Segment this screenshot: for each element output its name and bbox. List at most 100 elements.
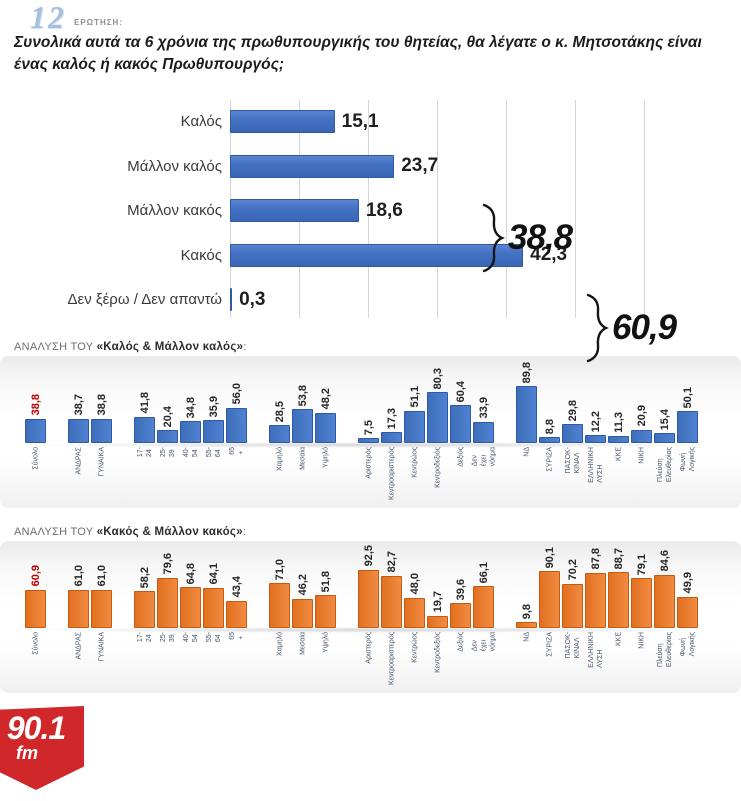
category-label: ΚΚΕ xyxy=(614,632,622,647)
category-label: Κεντροδεξιός xyxy=(433,447,441,488)
chart-row: Δεν ξέρω / Δεν απαντώ 0,3 xyxy=(0,288,741,311)
bar-item: 51,8 Υψηλό xyxy=(315,558,336,653)
value-label: 66,1 xyxy=(477,561,490,584)
value-bar xyxy=(539,437,560,443)
gridline xyxy=(575,100,576,318)
bar-item: 48,2 Υψηλό xyxy=(315,373,336,468)
value-bar xyxy=(230,154,395,178)
bar-item: 79,6 25-39 xyxy=(157,553,178,642)
category-label: ΕΛΛΗΝΙΚΗ ΛΥΣΗ xyxy=(587,632,604,668)
category-label: Κακός xyxy=(180,246,222,264)
bar-item: 33,9 Δεν έχει νόημα xyxy=(471,373,496,466)
value-label: 38,7 xyxy=(72,394,85,416)
category-label: ΝΔ xyxy=(522,447,530,457)
category-label: ΠΑΣΟΚ-ΚΙΝΑΛ xyxy=(564,447,581,474)
category-label: Χαμηλό xyxy=(275,447,283,471)
value-label: 11,3 xyxy=(612,412,625,433)
bar-item: 39,6 Δεξιός xyxy=(450,558,471,652)
value-bar xyxy=(473,421,494,443)
value-bar xyxy=(404,410,425,443)
category-label: ΓΥΝΑΙΚΑ xyxy=(97,447,105,477)
value-label: 19,7 xyxy=(431,591,444,613)
value-bar xyxy=(654,433,675,443)
bar-item: 12,2 ΕΛΛΗΝΙΚΗ ΛΥΣΗ xyxy=(585,373,606,483)
value-bar xyxy=(226,407,247,443)
section-title-bold: «Κακός & Μάλλον κακός» xyxy=(96,526,243,538)
value-label: 15,1 xyxy=(341,110,379,132)
category-label: Σύνολο xyxy=(31,447,39,470)
category-label: Μάλλον καλός xyxy=(127,157,222,175)
category-label: Κεντροαριστερός xyxy=(387,632,395,685)
value-bar xyxy=(677,411,698,443)
value-label: 0,3 xyxy=(239,288,266,310)
analysis-chart-negative: 60,9 Σύνολο 61,0 ΑΝΔΡΑΣ 61,0 ΓΥΝΑΙΚΑ 58,2 17-24… xyxy=(0,541,741,693)
value-label: 15,4 xyxy=(658,408,671,431)
value-label: 53,8 xyxy=(296,384,309,407)
value-bar xyxy=(25,418,46,443)
value-bar xyxy=(91,418,112,443)
value-bar xyxy=(450,404,471,443)
value-bar xyxy=(292,409,313,443)
value-bar xyxy=(230,243,524,267)
brace-annotation-negative: 60,9 xyxy=(585,292,677,364)
bar-item: 56,0 65 + xyxy=(226,373,247,455)
bar-item: 89,8 ΝΔ xyxy=(516,362,537,457)
value-bar xyxy=(608,572,629,628)
bar-item: 43,4 65 + xyxy=(226,558,247,640)
value-label: 17,3 xyxy=(385,407,398,430)
value-bar xyxy=(230,199,359,222)
bar-item: 38,8 Σύνολο xyxy=(25,373,46,470)
bar-group-gender: 61,0 ΑΝΔΡΑΣ 61,0 ΓΥΝΑΙΚΑ xyxy=(68,558,112,662)
bar-item: 58,2 17-24 xyxy=(134,558,155,642)
value-label: 51,8 xyxy=(319,570,332,593)
value-label: 49,9 xyxy=(681,572,694,594)
category-label: 40-54 xyxy=(182,632,199,643)
bar-group-age: 58,2 17-24 79,6 25-39 64,8 40-54 64,1 55-64 43,4… xyxy=(134,553,247,642)
value-bar xyxy=(315,595,336,628)
value-label: 90,1 xyxy=(543,546,556,569)
value-bar xyxy=(516,386,537,443)
section-title-prefix: ΑΝΑΛΥΣΗ ΤΟΥ xyxy=(14,526,97,538)
value-label: 39,6 xyxy=(454,578,467,601)
category-label: Κεντροδεξιός xyxy=(433,632,441,673)
value-label: 58,2 xyxy=(138,566,151,589)
value-bar xyxy=(677,596,698,628)
bar-item: 35,9 55-64 xyxy=(203,373,224,457)
question-number: 12 xyxy=(30,0,66,35)
bar-group-party: 89,8 ΝΔ 8,8 ΣΥΡΙΖΑ 29,8 ΠΑΣΟΚ-ΚΙΝΑΛ 12,2 ΕΛΛΗΝΙ… xyxy=(516,362,698,483)
bar-item: 61,0 ΑΝΔΡΑΣ xyxy=(68,558,89,660)
bar-group-total: 60,9 Σύνολο xyxy=(25,558,46,655)
bar-item: 90,1 ΣΥΡΙΖΑ xyxy=(539,547,560,657)
value-label: 34,8 xyxy=(184,396,197,419)
value-label: 87,8 xyxy=(589,548,602,570)
bar-group-ideology: 7,5 Αριστερός 17,3 Κεντροαριστερός 51,1 Κεντρ… xyxy=(358,368,496,500)
main-result-chart: Καλός 15,1 Μάλλον καλός 23,7 Μάλλον κακός 18,… xyxy=(0,95,741,363)
value-label: 80,3 xyxy=(431,368,444,390)
chart-row: Καλός 15,1 xyxy=(0,110,741,133)
category-label: ΝΙΚΗ xyxy=(637,447,645,464)
value-bar xyxy=(427,615,448,628)
category-label: Κεντρώος xyxy=(410,447,418,478)
value-label: 23,7 xyxy=(401,155,439,176)
bar-item: 50,1 Φωνή Λογικής xyxy=(677,373,698,471)
bar-item: 71,0 Χαμηλό xyxy=(269,558,290,656)
bar-item: 7,5 Αριστερός xyxy=(358,373,379,479)
category-label: ΣΥΡΙΖΑ xyxy=(545,632,553,657)
value-bar xyxy=(269,425,290,443)
category-label: Υψηλό xyxy=(321,632,329,653)
bar-item: 64,8 40-54 xyxy=(180,558,201,642)
bar-item: 51,1 Κεντρώος xyxy=(404,373,425,478)
bar-item: 87,8 ΕΛΛΗΝΙΚΗ ΛΥΣΗ xyxy=(585,548,606,668)
bar-item: 38,7 ΑΝΔΡΑΣ xyxy=(68,373,89,475)
radio-logo: 90.1 fm xyxy=(0,706,84,790)
bar-item: 28,5 Χαμηλό xyxy=(269,373,290,471)
gridline xyxy=(368,100,369,318)
bar-group-party: 9,8 ΝΔ 90,1 ΣΥΡΙΖΑ 70,2 ΠΑΣΟΚ-ΚΙΝΑΛ 87,8 ΕΛΛΗΝΙ… xyxy=(516,547,698,668)
bar-item: 8,8 ΣΥΡΙΖΑ xyxy=(539,373,560,472)
value-label: 9,8 xyxy=(520,603,533,619)
chart-row: Μάλλον καλός 23,7 xyxy=(0,154,741,178)
bar-item: 17,3 Κεντροαριστερός xyxy=(381,373,402,500)
logo-frequency: 90.1 xyxy=(6,710,66,746)
value-bar xyxy=(203,587,224,628)
category-label: Κεντρώος xyxy=(410,632,418,663)
